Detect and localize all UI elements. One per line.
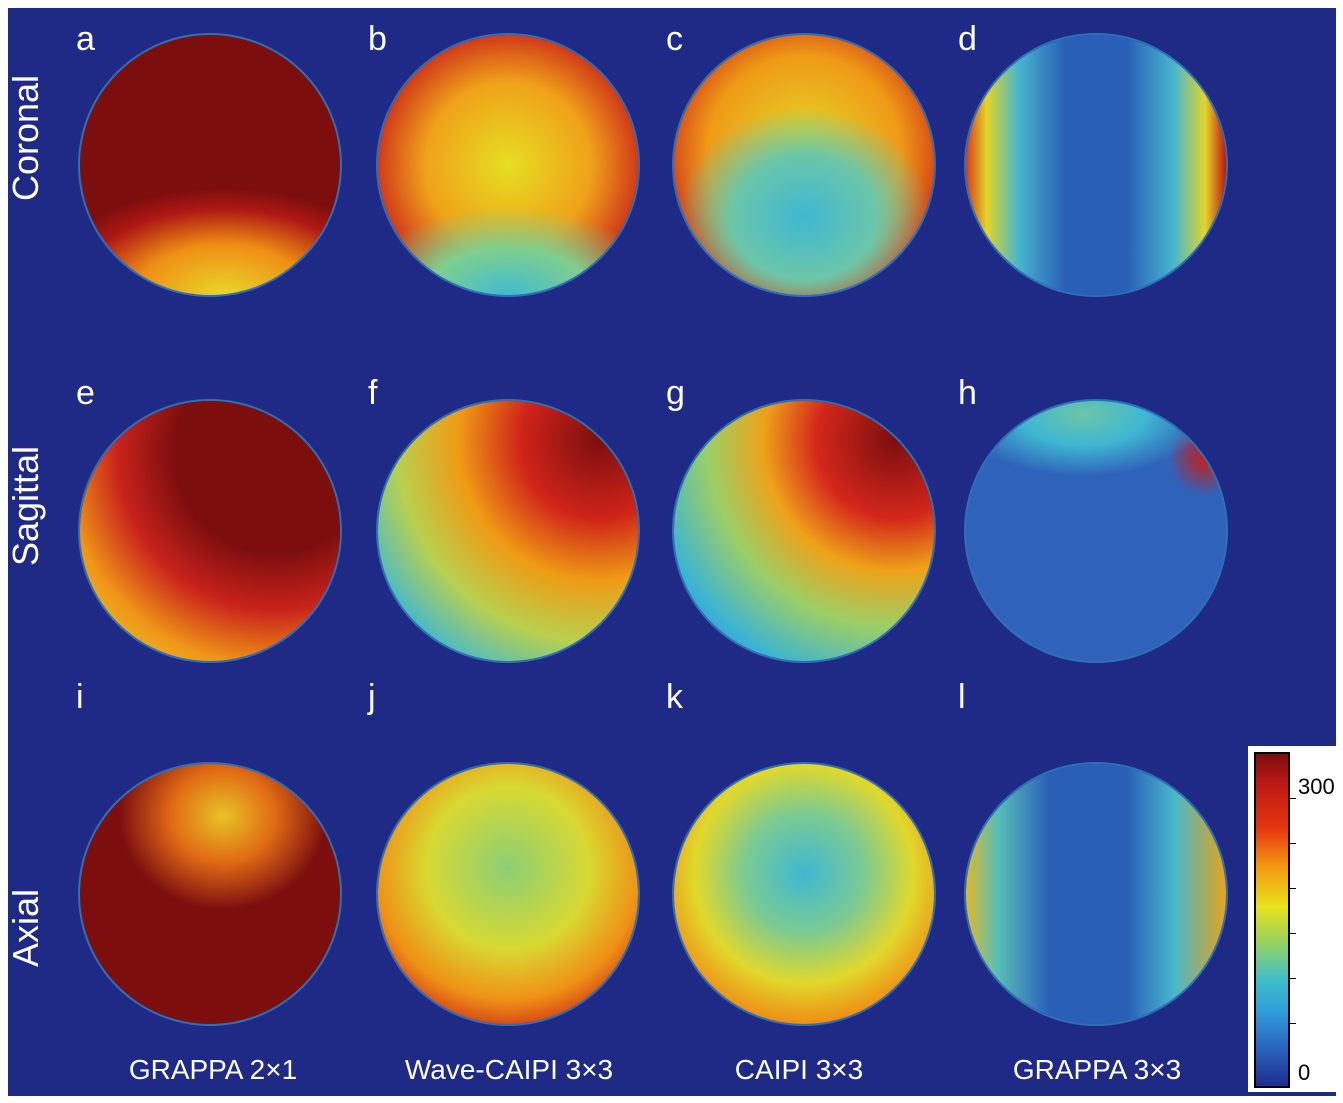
column-label-grappa-3x3: GRAPPA 3×3 <box>1012 1054 1182 1085</box>
column-label-caipi-3x3: CAIPI 3×3 <box>734 1054 864 1085</box>
row-label-axial: Axial <box>5 888 46 968</box>
panel-letter-j: j <box>368 678 376 716</box>
disk-d <box>966 35 1226 295</box>
disk-j <box>378 764 638 1024</box>
row-label-coronal: Coronal <box>5 74 46 202</box>
colorbar-tick <box>1290 933 1296 934</box>
row-label-sagittal: Sagittal <box>5 445 46 567</box>
colorbar-min-label: 0 <box>1298 1060 1311 1085</box>
disk-f <box>378 401 638 661</box>
disk-h <box>966 401 1226 661</box>
disk-b <box>378 35 638 295</box>
colorbar-tick <box>1290 798 1296 799</box>
disk-a <box>80 35 340 295</box>
disk-l <box>966 764 1226 1024</box>
colorbar-tick <box>1290 843 1296 844</box>
colorbar-gradient <box>1254 752 1290 1088</box>
disk-g <box>674 401 934 661</box>
panel-letter-f: f <box>368 374 378 412</box>
disk-i <box>80 764 340 1024</box>
disk-c <box>674 35 934 295</box>
colorbar: 300 0 <box>1248 746 1336 1092</box>
column-label-grappa-2x1: GRAPPA 2×1 <box>128 1054 298 1085</box>
panel-letter-k: k <box>666 678 683 716</box>
panel-letter-e: e <box>76 374 95 412</box>
panel-letter-b: b <box>368 20 387 58</box>
column-label-wave-caipi-3x3: Wave-CAIPI 3×3 <box>404 1054 614 1085</box>
panel-letter-a: a <box>76 20 95 58</box>
colorbar-tick <box>1290 888 1296 889</box>
colorbar-tick <box>1290 1023 1296 1024</box>
panel-letter-c: c <box>666 20 683 58</box>
panel-letter-g: g <box>666 374 685 412</box>
panel-letter-l: l <box>958 678 966 716</box>
panel-letter-d: d <box>958 20 977 58</box>
colorbar-max-label: 300 <box>1298 774 1335 799</box>
disk-k <box>674 764 934 1024</box>
colorbar-tick <box>1290 978 1296 979</box>
disk-e <box>80 401 340 661</box>
panel-letter-i: i <box>76 678 84 716</box>
image-panel-area: a b c d e f g h i j k l Coronal Sagittal… <box>5 8 1336 1096</box>
panel-letter-h: h <box>958 374 977 412</box>
